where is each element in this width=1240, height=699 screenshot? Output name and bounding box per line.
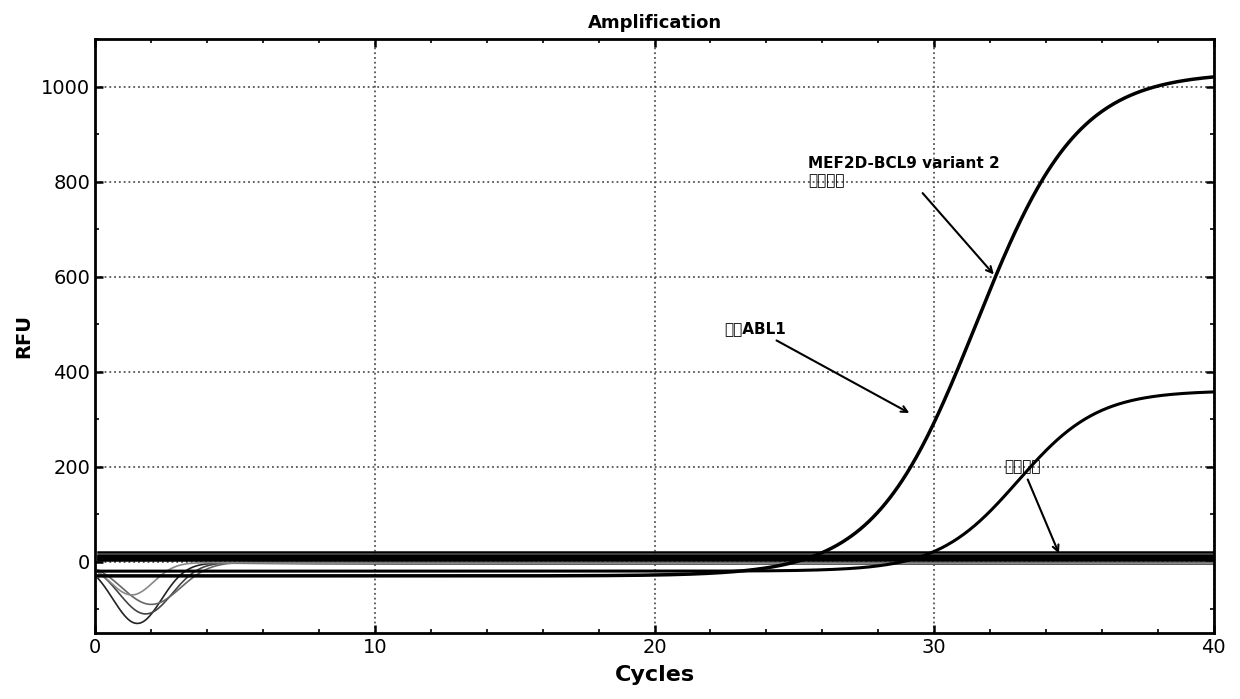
Y-axis label: RFU: RFU <box>14 314 33 358</box>
Text: MEF2D-BCL9 variant 2
阳性对照: MEF2D-BCL9 variant 2 阳性对照 <box>808 156 999 273</box>
Title: Amplification: Amplification <box>588 14 722 32</box>
X-axis label: Cycles: Cycles <box>615 665 694 685</box>
Text: 阴性对照: 阴性对照 <box>1004 459 1059 552</box>
Text: 内参ABL1: 内参ABL1 <box>724 322 908 412</box>
